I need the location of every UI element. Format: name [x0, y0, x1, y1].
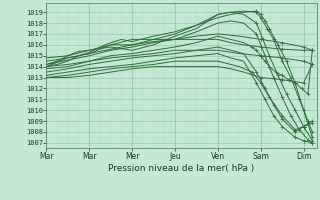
- X-axis label: Pression niveau de la mer( hPa ): Pression niveau de la mer( hPa ): [108, 164, 255, 173]
